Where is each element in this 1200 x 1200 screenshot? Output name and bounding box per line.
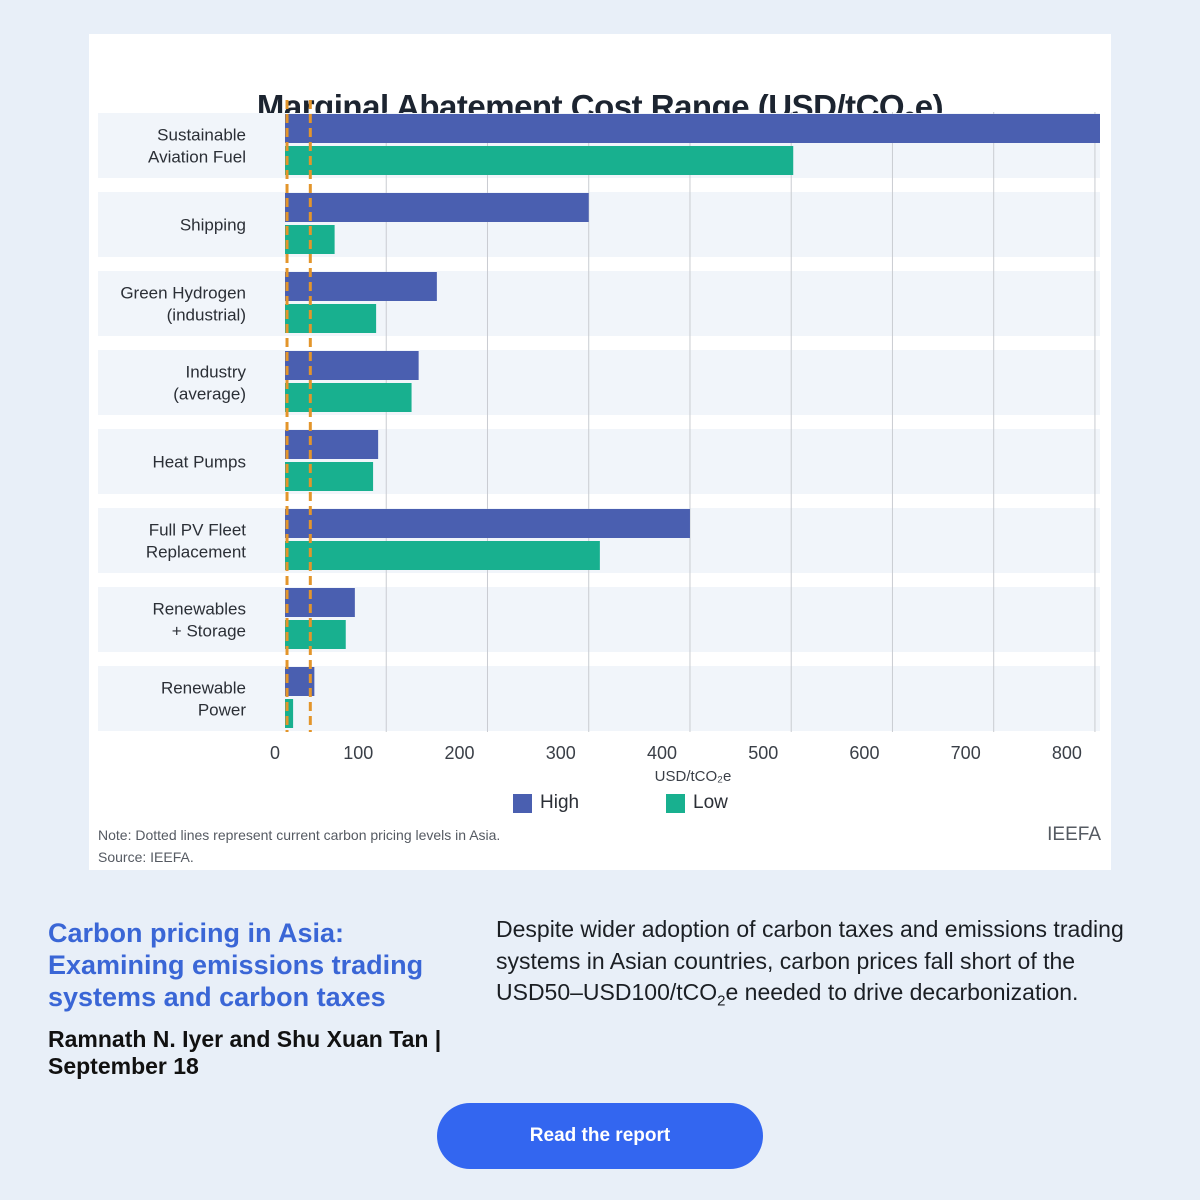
bar-low — [285, 383, 412, 412]
x-tick-label: 0 — [270, 743, 280, 763]
bar-high — [285, 193, 589, 222]
article-authors: Ramnath N. Iyer and Shu Xuan Tan | Septe… — [48, 1026, 442, 1079]
x-tick-label: 300 — [546, 743, 576, 763]
category-label: Heat Pumps — [152, 453, 246, 472]
legend-swatch-low — [666, 793, 685, 813]
bar-high — [285, 114, 1100, 143]
category-label: (average) — [173, 385, 246, 404]
bar-chart: Sustainable Aviation Fuel Shipping Green Hy… — [98, 100, 1100, 785]
note-text: Note: Dotted lines represent current car… — [98, 827, 501, 843]
article-description: Despite wider adoption of carbon taxes a… — [496, 916, 1124, 1010]
category-label: Renewable — [161, 679, 246, 698]
x-tick-label: 500 — [748, 743, 778, 763]
category-label: Sustainable — [157, 126, 246, 145]
row-band — [98, 587, 1100, 652]
x-tick-label: 600 — [849, 743, 879, 763]
bar-low — [285, 699, 294, 728]
bar-low — [285, 620, 346, 649]
chart-legend: High Low — [89, 792, 1111, 822]
bar-low — [285, 541, 600, 570]
category-label: Shipping — [180, 216, 246, 235]
category-label: Power — [198, 701, 247, 720]
bar-low — [285, 304, 377, 333]
brand-label: IEEFA — [1047, 824, 1101, 845]
category-label: Aviation Fuel — [148, 148, 246, 167]
legend-label-high: High — [540, 792, 580, 813]
row-band — [98, 350, 1100, 415]
bar-high — [285, 351, 419, 380]
chart-note: Note: Dotted lines represent current car… — [98, 824, 500, 868]
bar-low — [285, 462, 374, 491]
bar-high — [285, 588, 355, 617]
legend-item-high: High — [513, 792, 579, 814]
legend-item-low: Low — [666, 792, 728, 814]
x-tick-label: 200 — [444, 743, 474, 763]
x-tick-label: 700 — [951, 743, 981, 763]
read-report-button[interactable]: Read the report — [437, 1103, 763, 1169]
row-band — [98, 271, 1100, 336]
category-label: Industry — [186, 363, 247, 382]
category-label: Green Hydrogen — [120, 284, 246, 303]
bar-low — [285, 146, 794, 175]
x-tick-label: 400 — [647, 743, 677, 763]
x-tick-label: 100 — [343, 743, 373, 763]
legend-swatch-high — [513, 793, 532, 813]
category-label: (industrial) — [167, 306, 246, 325]
row-band — [98, 429, 1100, 494]
bar-high — [285, 272, 437, 301]
source-text: Source: IEEFA. — [98, 849, 194, 865]
x-tick-label: 800 — [1052, 743, 1082, 763]
chart-card: Marginal Abatement Cost Range (USD/tCO2e… — [89, 34, 1111, 870]
category-label: Full PV Fleet — [149, 521, 247, 540]
article-headline[interactable]: Carbon pricing in Asia: Examining emissi… — [48, 918, 424, 1012]
category-label: Replacement — [146, 543, 246, 562]
bar-high — [285, 430, 379, 459]
x-axis-title: USD/tCO₂e — [655, 768, 732, 785]
category-label: Renewables — [152, 600, 246, 619]
row-band — [98, 192, 1100, 257]
legend-label-low: Low — [693, 792, 728, 813]
row-band — [98, 666, 1100, 731]
bar-high — [285, 509, 690, 538]
category-label: + Storage — [172, 622, 246, 641]
